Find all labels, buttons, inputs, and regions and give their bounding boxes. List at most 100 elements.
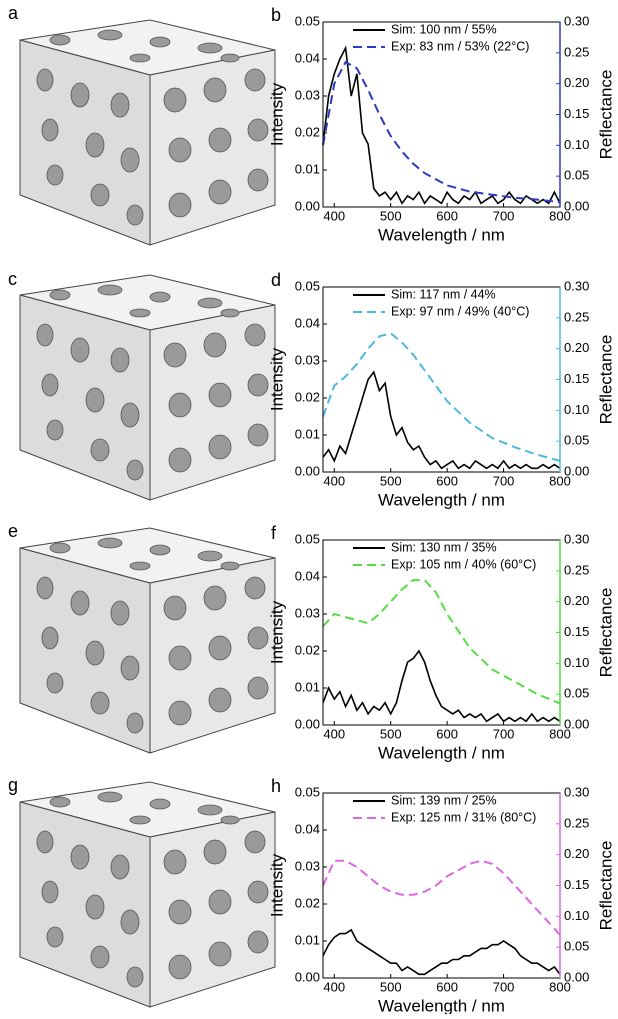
y2-tick-label: 0.05 xyxy=(564,433,589,448)
y2-tick-label: 0.20 xyxy=(564,75,589,90)
y2-axis-label: Reflectance xyxy=(596,588,615,678)
y-tick-label: 0.03 xyxy=(295,858,320,873)
panel-label: h xyxy=(271,776,281,796)
x-tick-label: 700 xyxy=(493,979,515,994)
panel-label: g xyxy=(8,775,18,795)
y-axis-label: Intensity xyxy=(267,347,286,411)
y-tick-label: 0.02 xyxy=(295,895,320,910)
x-tick-label: 500 xyxy=(380,473,402,488)
x-tick-label: 800 xyxy=(549,473,571,488)
y-tick-label: 0.02 xyxy=(295,389,320,404)
legend-label: Sim: 130 nm / 35% xyxy=(391,540,497,554)
panel-label: b xyxy=(271,5,281,25)
x-tick-label: 400 xyxy=(323,473,345,488)
y-tick-label: 0.00 xyxy=(295,463,320,478)
x-tick-label: 400 xyxy=(323,208,345,223)
y2-tick-label: 0.00 xyxy=(564,463,589,478)
legend-label: Exp: 105 nm / 40% (60°C) xyxy=(391,557,536,571)
y2-tick-label: 0.20 xyxy=(564,593,589,608)
y2-tick-label: 0.25 xyxy=(564,44,589,59)
structure-render xyxy=(19,527,276,754)
y2-tick-label: 0.15 xyxy=(564,877,589,892)
y-axis-label: Intensity xyxy=(267,82,286,146)
y2-tick-label: 0.25 xyxy=(564,562,589,577)
y2-tick-label: 0.05 xyxy=(564,686,589,701)
x-tick-label: 400 xyxy=(323,726,345,741)
legend-label: Sim: 139 nm / 25% xyxy=(391,793,497,807)
y-axis-label: Intensity xyxy=(267,600,286,664)
y2-tick-label: 0.00 xyxy=(564,716,589,731)
x-tick-label: 600 xyxy=(436,473,458,488)
y2-axis-label: Reflectance xyxy=(596,70,615,160)
y2-tick-label: 0.15 xyxy=(564,624,589,639)
panel-label: f xyxy=(271,523,277,543)
x-tick-label: 600 xyxy=(436,979,458,994)
y-tick-label: 0.01 xyxy=(295,679,320,694)
x-tick-label: 600 xyxy=(436,208,458,223)
panel-label: a xyxy=(8,3,19,23)
y2-tick-label: 0.25 xyxy=(564,815,589,830)
data-line xyxy=(322,928,561,976)
y-axis-label: Intensity xyxy=(267,853,286,917)
y2-tick-label: 0.30 xyxy=(564,531,589,546)
y2-tick-label: 0.00 xyxy=(564,198,589,213)
y2-tick-label: 0.10 xyxy=(564,655,589,670)
y-tick-label: 0.03 xyxy=(295,605,320,620)
x-axis-label: Wavelength / nm xyxy=(378,490,505,509)
y-tick-label: 0.05 xyxy=(295,13,320,28)
y2-tick-label: 0.10 xyxy=(564,402,589,417)
y-tick-label: 0.01 xyxy=(295,426,320,441)
y-tick-label: 0.05 xyxy=(295,784,320,799)
x-tick-label: 800 xyxy=(549,979,571,994)
y2-tick-label: 0.10 xyxy=(564,137,589,152)
y2-axis-label: Reflectance xyxy=(596,335,615,425)
y-tick-label: 0.04 xyxy=(295,568,320,583)
y2-tick-label: 0.30 xyxy=(564,784,589,799)
x-axis-label: Wavelength / nm xyxy=(378,225,505,244)
legend-label: Sim: 117 nm / 44% xyxy=(391,287,496,301)
y2-tick-label: 0.30 xyxy=(564,13,589,28)
y-tick-label: 0.01 xyxy=(295,161,320,176)
x-tick-label: 800 xyxy=(549,208,571,223)
y-tick-label: 0.04 xyxy=(295,315,320,330)
x-tick-label: 500 xyxy=(380,208,402,223)
y2-tick-label: 0.25 xyxy=(564,309,589,324)
x-tick-label: 500 xyxy=(380,979,402,994)
data-line xyxy=(322,370,561,470)
y-tick-label: 0.04 xyxy=(295,50,320,65)
y-tick-label: 0.05 xyxy=(295,278,320,293)
y-tick-label: 0.00 xyxy=(295,969,320,984)
data-line xyxy=(322,579,561,705)
x-tick-label: 600 xyxy=(436,726,458,741)
y2-tick-label: 0.05 xyxy=(564,939,589,954)
y2-tick-label: 0.05 xyxy=(564,168,589,183)
y2-tick-label: 0.20 xyxy=(564,340,589,355)
x-tick-label: 700 xyxy=(493,726,515,741)
y-tick-label: 0.01 xyxy=(295,932,320,947)
y-tick-label: 0.04 xyxy=(295,821,320,836)
structure-render xyxy=(19,274,276,501)
y-tick-label: 0.00 xyxy=(295,198,320,213)
structure-render xyxy=(19,19,276,246)
x-axis-label: Wavelength / nm xyxy=(378,743,505,762)
x-axis-label: Wavelength / nm xyxy=(378,996,505,1014)
y2-axis-label: Reflectance xyxy=(596,841,615,931)
data-line xyxy=(322,859,561,936)
panel-label: d xyxy=(271,270,281,290)
y2-tick-label: 0.20 xyxy=(564,846,589,861)
y2-tick-label: 0.30 xyxy=(564,278,589,293)
panel-label: e xyxy=(8,521,18,541)
data-line xyxy=(322,332,561,462)
y-tick-label: 0.02 xyxy=(295,642,320,657)
y2-tick-label: 0.00 xyxy=(564,969,589,984)
x-tick-label: 400 xyxy=(323,979,345,994)
x-tick-label: 800 xyxy=(549,726,571,741)
x-tick-label: 500 xyxy=(380,726,402,741)
y-tick-label: 0.00 xyxy=(295,716,320,731)
structure-render xyxy=(19,781,276,1008)
y-tick-label: 0.03 xyxy=(295,352,320,367)
legend-label: Exp: 83 nm / 53% (22°C) xyxy=(391,39,529,53)
y2-tick-label: 0.15 xyxy=(564,371,589,386)
y2-tick-label: 0.15 xyxy=(564,106,589,121)
